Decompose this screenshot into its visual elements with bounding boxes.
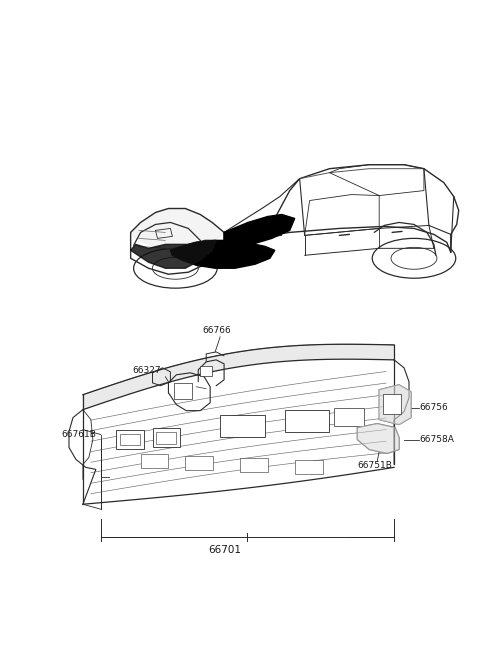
Text: 66766: 66766 <box>202 326 231 335</box>
FancyBboxPatch shape <box>335 407 364 426</box>
FancyBboxPatch shape <box>153 428 180 447</box>
FancyBboxPatch shape <box>185 457 213 470</box>
Polygon shape <box>83 345 394 409</box>
Text: 66756: 66756 <box>419 403 448 412</box>
FancyBboxPatch shape <box>120 434 140 445</box>
FancyBboxPatch shape <box>200 366 212 376</box>
FancyBboxPatch shape <box>240 458 268 472</box>
Polygon shape <box>379 384 411 424</box>
Polygon shape <box>357 424 399 453</box>
FancyBboxPatch shape <box>285 409 329 432</box>
Text: 66701: 66701 <box>209 545 241 555</box>
Polygon shape <box>224 214 295 248</box>
Text: 66751B: 66751B <box>357 461 392 470</box>
FancyBboxPatch shape <box>141 455 168 468</box>
Polygon shape <box>170 240 275 269</box>
FancyBboxPatch shape <box>295 460 323 474</box>
Text: 66761B: 66761B <box>61 430 96 439</box>
FancyBboxPatch shape <box>156 432 176 443</box>
Text: 66758A: 66758A <box>419 435 454 444</box>
Polygon shape <box>131 240 216 269</box>
FancyBboxPatch shape <box>383 394 401 414</box>
Text: 66327: 66327 <box>132 365 161 375</box>
FancyBboxPatch shape <box>174 383 192 399</box>
Polygon shape <box>131 208 224 250</box>
FancyBboxPatch shape <box>116 430 144 449</box>
FancyBboxPatch shape <box>220 415 265 436</box>
